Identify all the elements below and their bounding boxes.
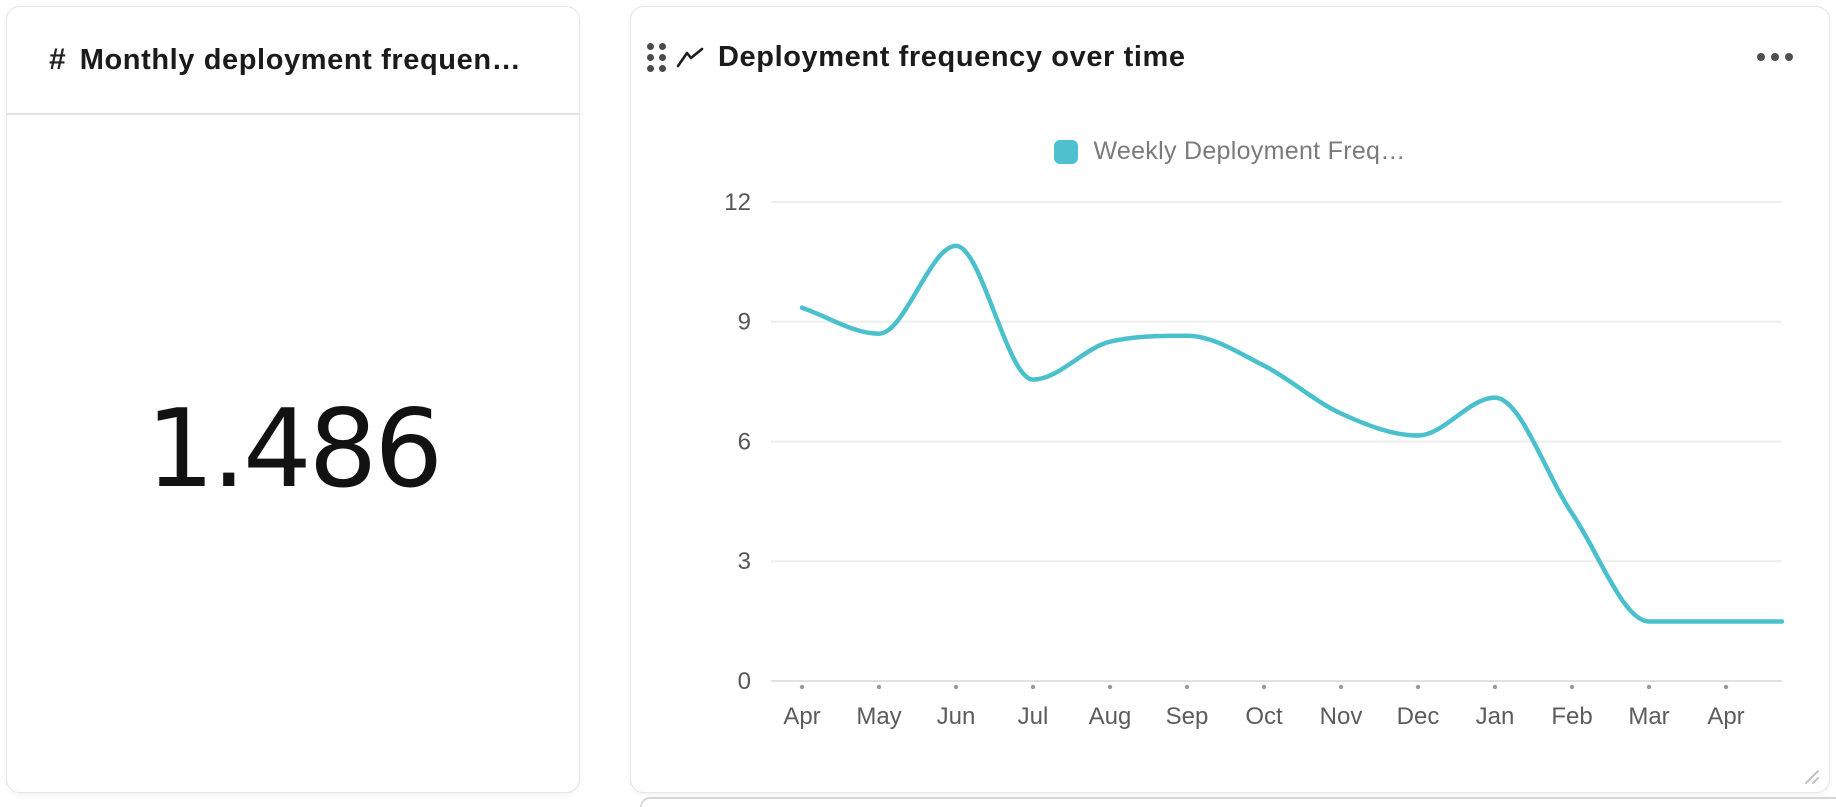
x-axis-label: Apr bbox=[783, 703, 820, 730]
axis-tick bbox=[1184, 684, 1190, 690]
y-axis-label: 0 bbox=[738, 668, 751, 695]
metric-card-header: # Monthly deployment frequen… bbox=[7, 7, 579, 115]
axis-tick bbox=[1723, 684, 1729, 690]
drag-handle-icon[interactable] bbox=[647, 42, 666, 72]
x-axis-label: Apr bbox=[1707, 703, 1744, 730]
x-axis-label: May bbox=[856, 703, 901, 730]
resize-grip-icon[interactable] bbox=[1797, 762, 1821, 786]
x-axis-label: Oct bbox=[1245, 703, 1283, 730]
y-axis-label: 9 bbox=[738, 309, 751, 336]
axis-tick bbox=[799, 684, 805, 690]
chart-legend[interactable]: Weekly Deployment Freq… bbox=[631, 137, 1829, 166]
metric-card-body: 1.486 bbox=[7, 115, 579, 783]
metric-widget-card: # Monthly deployment frequen… 1.486 bbox=[6, 6, 580, 793]
axis-tick bbox=[1107, 684, 1113, 690]
x-axis-label: Nov bbox=[1320, 703, 1363, 730]
x-axis-label: Sep bbox=[1166, 703, 1209, 730]
number-field-icon: # bbox=[49, 43, 66, 76]
axis-tick bbox=[876, 684, 882, 690]
legend-swatch bbox=[1054, 139, 1079, 164]
more-options-icon[interactable] bbox=[1751, 43, 1799, 71]
x-axis-label: Mar bbox=[1628, 703, 1669, 730]
axis-tick bbox=[1338, 684, 1344, 690]
metric-value: 1.486 bbox=[145, 386, 443, 512]
x-axis-label: Aug bbox=[1089, 703, 1132, 730]
chart-line bbox=[799, 243, 1785, 624]
chart-card-header: Deployment frequency over time bbox=[631, 7, 1829, 107]
axis-tick bbox=[1415, 684, 1421, 690]
next-widget-top-edge bbox=[640, 797, 1836, 807]
axis-tick bbox=[1030, 684, 1036, 690]
metric-card-title: Monthly deployment frequen… bbox=[79, 43, 522, 76]
y-axis-label: 3 bbox=[738, 548, 751, 575]
axis-tick bbox=[1492, 684, 1498, 690]
legend-label: Weekly Deployment Freq… bbox=[1093, 137, 1406, 165]
axis-tick bbox=[953, 684, 959, 690]
axis-tick bbox=[1646, 684, 1652, 690]
deployment-frequency-plot: 0 3 6 9 12 Apr May Jun Jul Aug Sep Oct Nov Dec Jan Feb M… bbox=[724, 189, 1785, 730]
y-axis-label: 6 bbox=[738, 428, 751, 455]
y-axis-label: 12 bbox=[724, 189, 751, 216]
x-axis-label: Jun bbox=[937, 703, 976, 730]
x-axis-label: Feb bbox=[1551, 703, 1592, 730]
line-chart-icon bbox=[676, 47, 704, 68]
axis-tick bbox=[1261, 684, 1267, 690]
x-axis-label: Jan bbox=[1476, 703, 1515, 730]
axis-tick bbox=[1569, 684, 1575, 690]
x-axis-label: Jul bbox=[1018, 703, 1049, 730]
x-axis-label: Dec bbox=[1397, 703, 1440, 730]
chart-widget-card: Deployment frequency over time Weekly De… bbox=[630, 6, 1830, 793]
